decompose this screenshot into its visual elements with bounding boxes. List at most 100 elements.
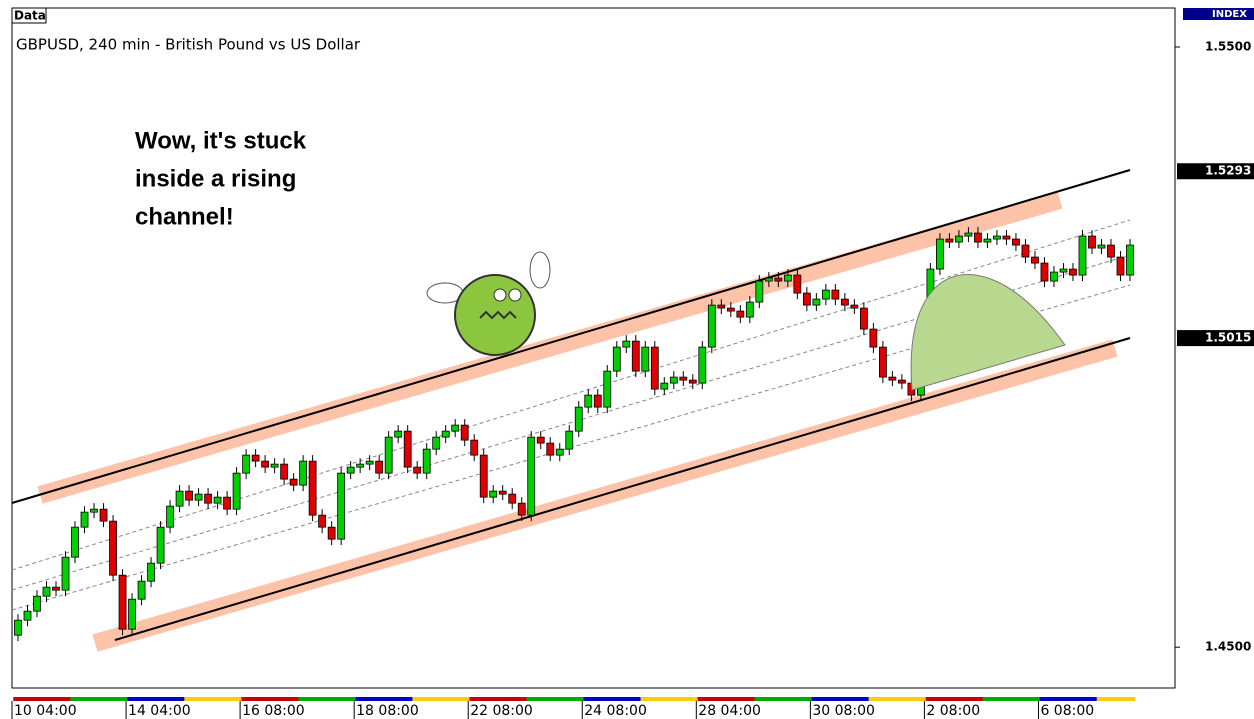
date-strip [421, 697, 432, 701]
x-tick-label: 18 08:00 [356, 703, 419, 719]
index-box [1183, 8, 1254, 20]
date-strip [336, 697, 347, 701]
candle-body [726, 307, 735, 312]
candle-body [707, 304, 716, 348]
date-strip [1106, 697, 1117, 701]
price-marker-box [1177, 330, 1254, 347]
candle-body [223, 496, 231, 510]
date-strip [992, 697, 1003, 701]
candle-body [612, 346, 621, 372]
date-strip [554, 697, 565, 701]
candle-body [793, 274, 802, 294]
date-strip [783, 697, 794, 701]
annotation-line: Wow, it's stuck [135, 127, 307, 154]
date-strip [516, 697, 527, 701]
date-strip [241, 697, 252, 701]
candle-body [470, 439, 479, 456]
candle-body [698, 346, 707, 384]
annotation-line: channel! [135, 203, 234, 230]
date-strip [840, 697, 851, 701]
date-strip [355, 697, 366, 701]
date-strip [1096, 697, 1107, 701]
upper-band [37, 191, 1063, 504]
candle-body [774, 277, 783, 282]
date-strip [1001, 697, 1012, 701]
candle-body [679, 376, 688, 381]
price-marker-box [1177, 163, 1254, 180]
candle-body [983, 238, 992, 243]
date-strip [621, 697, 632, 701]
date-strip [402, 697, 413, 701]
date-strip [1087, 697, 1098, 701]
date-strip [317, 697, 328, 701]
candle-body [261, 460, 270, 468]
y-tick-label: 1.4500 [1205, 640, 1251, 654]
candle-body [631, 340, 640, 372]
candle-body [527, 436, 536, 516]
date-strip [393, 697, 404, 701]
candle-body [764, 277, 773, 282]
candle-body [993, 235, 1001, 240]
date-strip [697, 697, 708, 701]
date-strip [688, 697, 699, 701]
candle-body [974, 232, 982, 243]
candle-body [128, 598, 136, 630]
candle-body [299, 460, 308, 486]
candle-body [888, 376, 897, 381]
candle-body [422, 448, 431, 474]
candle-body [1107, 244, 1115, 258]
candle-body [859, 307, 868, 330]
candle-body [33, 595, 41, 612]
date-strip [22, 697, 33, 701]
candle-body [489, 490, 498, 498]
candle-body [555, 448, 564, 456]
candle-body [717, 304, 726, 309]
date-strip [1058, 697, 1069, 701]
candle-body [213, 496, 222, 504]
candle-body [508, 493, 517, 504]
candle-body [517, 502, 526, 516]
date-strip [716, 697, 727, 701]
candle-body [878, 346, 887, 378]
candle-body [384, 436, 393, 474]
candle-body [71, 526, 79, 558]
candle-body [14, 619, 22, 636]
candle-body [641, 346, 650, 372]
date-strip [535, 697, 546, 701]
candle-body [1126, 244, 1134, 276]
date-strip [165, 697, 176, 701]
candle-body [536, 436, 545, 444]
date-strip [526, 697, 537, 701]
date-strip [650, 697, 661, 701]
date-strip [754, 697, 765, 701]
date-strip [364, 697, 375, 701]
date-strip [973, 697, 984, 701]
x-tick-label: 16 08:00 [242, 703, 305, 719]
date-strip [583, 697, 594, 701]
candle-body [242, 454, 251, 474]
date-strip [108, 697, 119, 701]
date-strip [32, 697, 43, 701]
candle-body [80, 511, 89, 528]
date-strip [383, 697, 394, 701]
candle-body [451, 424, 460, 432]
candle-body [204, 493, 212, 504]
date-strip [431, 697, 442, 701]
candle-body [460, 424, 469, 441]
date-strip [1039, 697, 1050, 701]
date-strip [640, 697, 651, 701]
price-marker-label: 1.5015 [1205, 331, 1251, 345]
date-strip [326, 697, 337, 701]
date-strip [593, 697, 604, 701]
date-strip [450, 697, 461, 701]
lower-trendline [114, 337, 1131, 641]
candle-body [356, 463, 365, 468]
candle-body [185, 490, 193, 501]
date-strip [764, 697, 775, 701]
candle-body [1021, 244, 1030, 258]
candle-body [945, 238, 954, 243]
candle-body [831, 289, 840, 300]
x-tick-label: 10 04:00 [14, 703, 77, 719]
chart-title: GBPUSD, 240 min - British Pound vs US Do… [16, 36, 361, 54]
candle-body [1116, 256, 1125, 276]
